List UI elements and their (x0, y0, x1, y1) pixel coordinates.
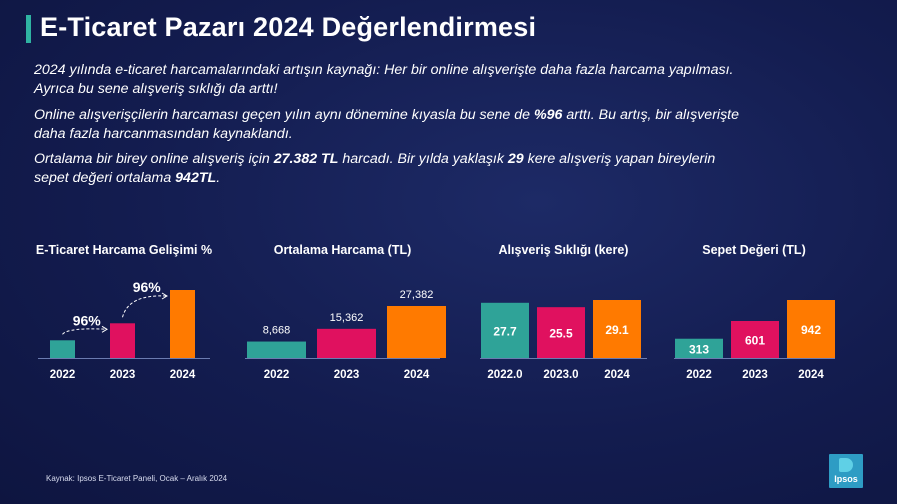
paragraph-3-line-2: sepet değeri ortalama 942TL. (34, 169, 844, 188)
chart-1-bars (50, 290, 195, 358)
bar-2022 (675, 338, 723, 358)
growth-annotation: 96% (73, 312, 102, 328)
x-tick-label: 2023 (742, 369, 768, 381)
x-tick-label: 2023 (334, 369, 360, 381)
x-tick-label: 2024 (604, 369, 630, 381)
ipsos-logo: Ipsos (829, 454, 863, 488)
x-tick-label: 2022 (50, 369, 76, 381)
highlight-value: 942TL (175, 170, 217, 186)
chart-2-bars (247, 306, 446, 358)
bar-2024 (593, 300, 641, 358)
x-tick-label: 2022 (264, 369, 290, 381)
bar-2022 (247, 341, 306, 358)
paragraph-text: arttı. Bu artış, bir alışverişte (562, 107, 740, 123)
paragraph-2: Online alışverişçilerin harcaması geçen … (34, 106, 844, 144)
paragraph-3-line-1: Ortalama bir birey online alışveriş için… (34, 150, 844, 169)
chart-alisveris-sikligi: 2022.0 27.7 2023.0 25.5 2024 29.1 (480, 300, 647, 381)
chart-3-title: Alışveriş Sıklığı (kere) (498, 243, 629, 257)
bar-2022.0 (481, 302, 529, 358)
bar-2022 (50, 340, 75, 358)
chart-4-title: Sepet Değeri (TL) (702, 243, 806, 257)
arrow-head-icon (101, 325, 108, 333)
chart-2-title: Ortalama Harcama (TL) (273, 243, 412, 257)
ipsos-logo-icon (839, 458, 853, 472)
chart-1-title: E-Ticaret Harcama Gelişimi % (35, 243, 213, 257)
chart-sepet-degeri: 2022 313 2023 601 2024 942 (674, 300, 835, 381)
paragraph-1: 2024 yılında e-ticaret harcamalarındaki … (34, 61, 844, 99)
paragraph-2-line-2: daha fazla harcanmasından kaynaklandı. (34, 125, 844, 144)
paragraph-text: Ortalama bir birey online alışveriş için (34, 151, 274, 167)
paragraph-1-line-1: 2024 yılında e-ticaret harcamalarındaki … (34, 61, 844, 80)
paragraph-text: daha fazla harcanmasından kaynaklandı. (34, 126, 293, 142)
x-tick-label: 2024 (404, 369, 430, 381)
paragraph-text: Online alışverişçilerin harcaması geçen … (34, 107, 534, 123)
data-label: 29.1 (605, 323, 629, 337)
x-tick-label: 2023 (110, 369, 136, 381)
chart-harcama-gelisimi: 2022 2023 2024 96% 96% (38, 279, 210, 381)
chart-3-bars (481, 300, 641, 358)
highlight-value: %96 (533, 107, 563, 123)
growth-arrow (122, 295, 168, 318)
paragraph-text: sepet değeri ortalama (34, 170, 176, 186)
paragraph-2-line-1: Online alışverişçilerin harcaması geçen … (34, 106, 844, 125)
chart-4-bars (675, 300, 835, 358)
bar-2023 (317, 328, 376, 358)
bar-2024 (387, 306, 446, 358)
paragraph-text: Ayrıca bu sene alışveriş sıklığı da artt… (34, 81, 278, 97)
growth-arrow (62, 328, 108, 335)
data-label: 601 (745, 333, 765, 347)
bar-2023 (110, 323, 135, 358)
x-tick-label: 2024 (798, 369, 824, 381)
bar-2023.0 (537, 307, 585, 358)
x-tick-label: 2023.0 (543, 369, 578, 381)
page-title: E-Ticaret Pazarı 2024 Değerlendirmesi (40, 12, 537, 42)
paragraph-text: . (216, 170, 221, 186)
paragraph-text: kere alışveriş yapan bireylerin (523, 151, 716, 167)
data-label: 8,668 (263, 325, 291, 337)
x-tick-label: 2022.0 (487, 369, 522, 381)
paragraph-text: harcadı. Bir yılda yaklaşık (338, 151, 508, 167)
highlight-value: 29 (507, 151, 524, 167)
data-label: 942 (801, 323, 821, 337)
paragraph-text: 2024 yılında e-ticaret harcamalarındaki … (34, 62, 734, 78)
data-label: 313 (689, 342, 709, 356)
title-accent-bar (26, 15, 31, 43)
data-label: 27.7 (493, 324, 517, 338)
data-label: 27,382 (400, 289, 434, 301)
source-note: Kaynak: Ipsos E-Ticaret Paneli, Ocak – A… (46, 474, 228, 483)
paragraph-1-line-2: Ayrıca bu sene alışveriş sıklığı da artt… (34, 80, 844, 99)
chart-ortalama-harcama: 2022 8,668 2023 15,362 2024 27,382 (245, 289, 446, 381)
bar-2024 (170, 290, 195, 358)
bar-2023 (731, 320, 779, 358)
bar-2024 (787, 300, 835, 358)
growth-annotation: 96% (133, 279, 162, 295)
highlight-value: 27.382 TL (273, 151, 339, 167)
arrow-head-icon (161, 292, 168, 300)
paragraph-3: Ortalama bir birey online alışveriş için… (34, 150, 844, 188)
logo-text: Ipsos (834, 474, 858, 484)
x-tick-label: 2024 (170, 369, 196, 381)
data-label: 15,362 (330, 312, 364, 324)
x-tick-label: 2022 (686, 369, 712, 381)
data-label: 25.5 (549, 327, 573, 341)
